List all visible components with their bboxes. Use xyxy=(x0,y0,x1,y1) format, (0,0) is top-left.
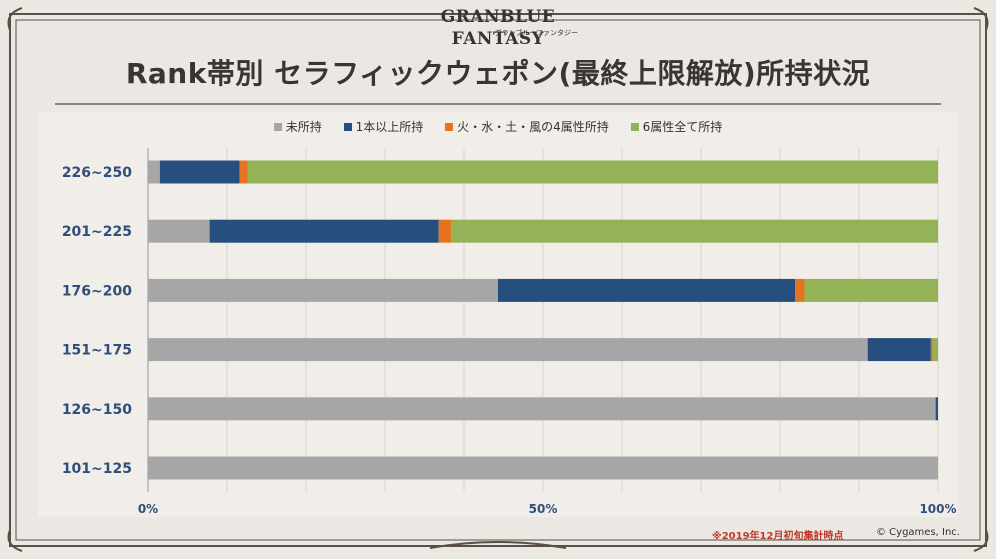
category-label: 226~250 xyxy=(62,165,132,181)
legend-item-unowned: 未所持 xyxy=(273,118,322,135)
legend-swatch xyxy=(630,123,639,131)
legend-label: 未所持 xyxy=(285,120,322,134)
category-label: 176~200 xyxy=(62,283,132,299)
bar-segment xyxy=(438,219,452,243)
category-label: 201~225 xyxy=(62,224,132,240)
x-tick-label: 0% xyxy=(138,502,158,516)
bar-segment xyxy=(497,278,796,302)
bar-segment xyxy=(159,160,240,184)
legend-item-four-elements: 火・水・土・風の4属性所持 xyxy=(445,118,609,135)
logo-main-text: GRANBLUE FANTASY xyxy=(440,7,556,49)
legend-item-all-six: 6属性全て所持 xyxy=(630,118,723,135)
legend-item-one-or-more: 1本以上所持 xyxy=(343,118,424,135)
legend-swatch xyxy=(445,123,454,131)
bar-segment xyxy=(148,456,938,480)
game-logo: GRANBLUE FANTASY グランブルーファンタジー xyxy=(408,6,588,49)
footnote: ※2019年12月初旬集計時点 xyxy=(712,531,844,542)
bar-segment xyxy=(867,338,931,362)
bar-segment xyxy=(148,397,936,421)
category-label: 151~175 xyxy=(62,343,132,359)
bar-segment xyxy=(804,278,938,302)
bar-segment xyxy=(148,278,498,302)
bar-segment xyxy=(932,338,938,362)
bar-segment xyxy=(930,338,933,362)
legend-label: 6属性全て所持 xyxy=(642,120,723,134)
bar-segment xyxy=(209,219,439,243)
bar-segment xyxy=(795,278,805,302)
page-title: Rank帯別 セラフィックウェポン(最終上限解放)所持状況 xyxy=(125,57,871,90)
bar-segment xyxy=(148,338,868,362)
legend-label: 1本以上所持 xyxy=(355,120,424,134)
legend-label: 火・水・土・風の4属性所持 xyxy=(457,120,609,134)
bar-segment xyxy=(148,160,160,184)
x-tick-label: 100% xyxy=(919,502,956,516)
bar-segment xyxy=(451,219,938,243)
category-label: 126~150 xyxy=(62,402,132,418)
x-tick-label: 50% xyxy=(529,502,558,516)
chart-legend: 未所持 1本以上所持 火・水・土・風の4属性所持 6属性全て所持 xyxy=(0,118,996,135)
bar-segment xyxy=(148,219,210,243)
copyright: © Cygames, Inc. xyxy=(876,527,960,538)
legend-swatch xyxy=(273,123,282,131)
legend-swatch xyxy=(343,123,352,131)
bar-segment xyxy=(935,397,938,421)
bar-segment xyxy=(247,160,939,184)
category-label: 101~125 xyxy=(62,461,132,477)
logo-sub-text: グランブルーファンタジー xyxy=(494,29,578,37)
bar-segment xyxy=(239,160,248,184)
